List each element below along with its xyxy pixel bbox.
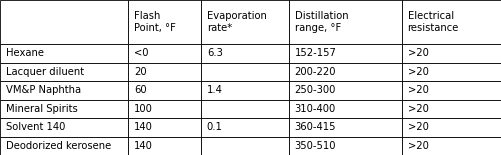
Text: 100: 100	[134, 104, 153, 114]
Bar	[401, 0, 501, 44]
Bar	[128, 137, 200, 155]
Bar	[0, 81, 128, 100]
Bar	[128, 81, 200, 100]
Text: Hexane: Hexane	[6, 48, 44, 58]
Bar	[288, 63, 401, 81]
Bar	[128, 44, 200, 63]
Text: 140: 140	[134, 141, 153, 151]
Bar	[200, 0, 288, 44]
Bar	[288, 0, 401, 44]
Text: 20: 20	[134, 67, 146, 77]
Text: Distillation
range, °F: Distillation range, °F	[294, 11, 348, 33]
Text: 0.1: 0.1	[206, 122, 222, 132]
Bar	[401, 100, 501, 118]
Bar	[200, 118, 288, 137]
Text: Solvent 140: Solvent 140	[6, 122, 65, 132]
Bar	[401, 44, 501, 63]
Text: >20: >20	[407, 67, 428, 77]
Bar	[200, 63, 288, 81]
Text: <0: <0	[134, 48, 148, 58]
Text: >20: >20	[407, 48, 428, 58]
Bar	[288, 81, 401, 100]
Text: >20: >20	[407, 122, 428, 132]
Text: 310-400: 310-400	[294, 104, 335, 114]
Bar	[0, 100, 128, 118]
Bar	[288, 44, 401, 63]
Bar	[0, 63, 128, 81]
Bar	[200, 81, 288, 100]
Text: Flash
Point, °F: Flash Point, °F	[134, 11, 175, 33]
Text: 60: 60	[134, 85, 146, 95]
Text: >20: >20	[407, 104, 428, 114]
Bar	[128, 0, 200, 44]
Bar	[401, 81, 501, 100]
Text: 350-510: 350-510	[294, 141, 336, 151]
Bar	[200, 44, 288, 63]
Bar	[288, 118, 401, 137]
Bar	[128, 63, 200, 81]
Text: >20: >20	[407, 141, 428, 151]
Bar	[200, 100, 288, 118]
Text: Evaporation
rate*: Evaporation rate*	[206, 11, 266, 33]
Text: 152-157: 152-157	[294, 48, 336, 58]
Text: >20: >20	[407, 85, 428, 95]
Bar	[288, 100, 401, 118]
Bar	[0, 44, 128, 63]
Bar	[0, 118, 128, 137]
Text: VM&P Naphtha: VM&P Naphtha	[6, 85, 81, 95]
Text: 360-415: 360-415	[294, 122, 336, 132]
Text: 6.3: 6.3	[206, 48, 222, 58]
Bar	[0, 137, 128, 155]
Bar	[200, 137, 288, 155]
Text: Lacquer diluent: Lacquer diluent	[6, 67, 84, 77]
Text: 1.4: 1.4	[206, 85, 222, 95]
Text: 250-300: 250-300	[294, 85, 335, 95]
Bar	[0, 0, 128, 44]
Text: 140: 140	[134, 122, 153, 132]
Bar	[288, 137, 401, 155]
Text: Deodorized kerosene: Deodorized kerosene	[6, 141, 111, 151]
Text: Electrical
resistance: Electrical resistance	[407, 11, 458, 33]
Bar	[401, 63, 501, 81]
Bar	[401, 118, 501, 137]
Text: Mineral Spirits: Mineral Spirits	[6, 104, 78, 114]
Bar	[128, 100, 200, 118]
Bar	[128, 118, 200, 137]
Bar	[401, 137, 501, 155]
Text: 200-220: 200-220	[294, 67, 336, 77]
